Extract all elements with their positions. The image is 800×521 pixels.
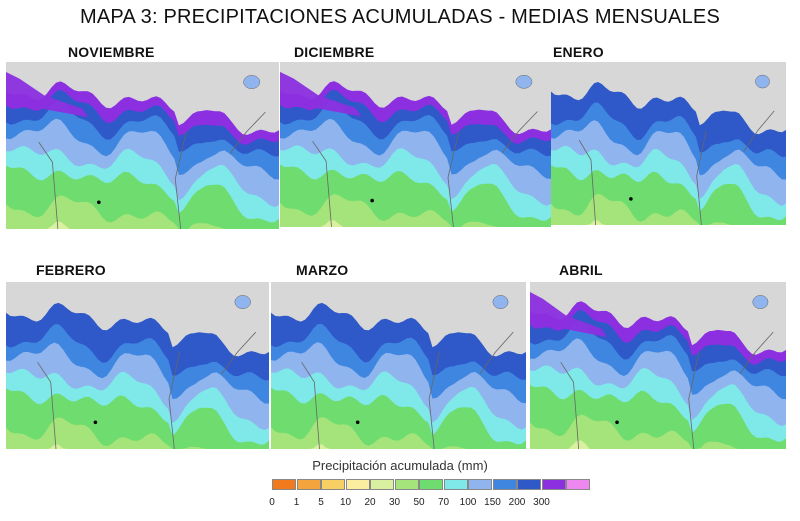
panel-label-marzo: MARZO — [296, 262, 349, 278]
panel-label-diciembre: DICIEMBRE — [294, 44, 375, 60]
legend-tick-label: 1 — [293, 497, 300, 508]
map-marzo — [271, 282, 526, 449]
legend-tick-label: 0 — [269, 497, 275, 508]
map-abril — [530, 282, 786, 449]
legend-tick-label: 5 — [318, 497, 324, 508]
panel-label-enero: ENERO — [553, 44, 604, 60]
legend-swatch — [492, 479, 517, 490]
legend-swatch — [541, 479, 566, 490]
legend-swatch — [272, 479, 296, 490]
legend-tick-label: 200 — [508, 497, 526, 508]
legend-swatch — [296, 479, 321, 490]
legend-swatch — [419, 479, 443, 490]
legend-tick-label: 10 — [339, 497, 352, 508]
legend-swatch — [566, 479, 590, 490]
map-noviembre — [6, 62, 279, 229]
legend-swatch — [443, 479, 468, 490]
legend-swatch — [394, 479, 419, 490]
legend-title: Precipitación acumulada (mm) — [312, 458, 488, 473]
legend-swatch — [468, 479, 492, 490]
legend-tick-label: 30 — [388, 497, 401, 508]
legend-tick-label: 300 — [533, 497, 550, 508]
legend-tick-label: 70 — [437, 497, 450, 508]
legend-tick-label: 20 — [364, 497, 376, 508]
legend-tick-label: 50 — [413, 497, 425, 508]
legend-color-scale — [272, 479, 590, 491]
panel-label-noviembre: NOVIEMBRE — [68, 44, 155, 60]
panel-label-febrero: FEBRERO — [36, 262, 106, 278]
legend-tick-label: 150 — [484, 497, 501, 508]
page-title: MAPA 3: PRECIPITACIONES ACUMULADAS - MED… — [79, 6, 720, 28]
legend-swatch — [345, 479, 370, 490]
legend-tick-label: 100 — [459, 497, 477, 508]
map-diciembre — [280, 62, 551, 227]
legend-swatch — [370, 479, 394, 490]
map-febrero — [6, 282, 269, 449]
legend-swatch — [517, 479, 541, 490]
legend-swatch — [321, 479, 345, 490]
panel-label-abril: ABRIL — [559, 262, 603, 278]
map-enero — [551, 62, 786, 225]
